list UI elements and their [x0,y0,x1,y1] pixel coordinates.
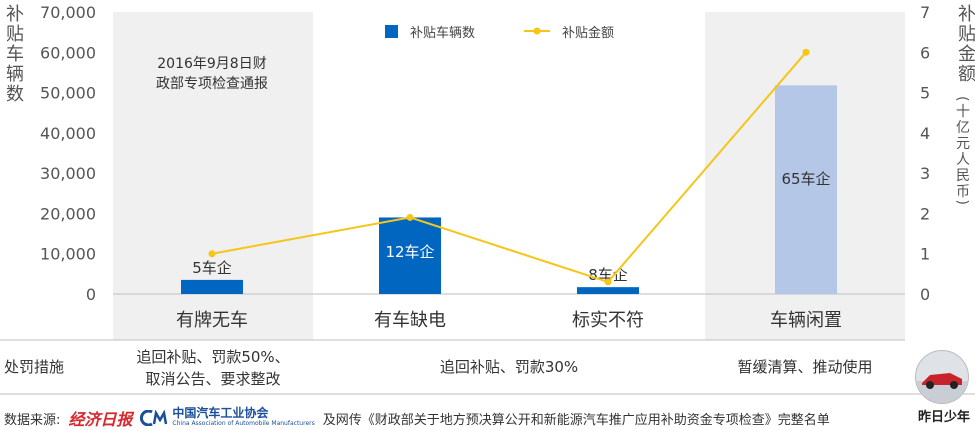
bar [379,217,441,294]
annotation-line-1: 2016年9月8日财 [157,56,266,72]
watermark-text: 昨日少年 [918,410,971,425]
bar [577,287,639,294]
caam-name-en: China Association of Automobile Manufact… [172,419,315,427]
penalty-col1-line2: 取消公告、要求整改 [145,370,281,388]
left-tick-label: 10,000 [40,245,96,264]
right-tick-label: 4 [920,124,930,143]
brand-caam-logo: 中国汽车工业协会 China Association of Automobile… [140,405,315,429]
left-tick-label: 60,000 [40,43,96,62]
line-path [211,51,807,284]
left-tick-label: 50,000 [40,84,96,103]
penalty-col1: 追回补贴、罚款50%、 取消公告、要求整改 [113,346,313,390]
left-tick-label: 30,000 [40,164,96,183]
source-suffix: 及网传《财政部关于地方预决算公开和新能源汽车推广应用补助资金专项检查》完整名单 [322,412,830,428]
bar [181,279,243,294]
left-tick-label: 0 [86,285,96,304]
right-tick-label: 7 [920,3,930,22]
category-label: 有牌无车 [176,310,248,331]
bar-label: 65车企 [781,170,830,188]
caam-icon [140,410,168,426]
line-point [406,213,414,221]
left-tick-label: 70,000 [40,3,96,22]
right-axis-label: 补贴金额 [955,4,975,84]
bar [775,85,837,294]
source-prefix: 数据来源: [4,412,61,428]
right-tick-label: 3 [920,164,930,183]
line-point [604,278,612,286]
legend-line-marker [533,27,541,35]
right-tick-label: 2 [920,204,930,223]
bar-label: 12车企 [385,243,434,261]
penalty-col1-line1: 追回补贴、罚款50%、 [136,348,290,366]
avatar [915,350,969,404]
right-tick-label: 6 [920,43,930,62]
red-car-icon [916,373,968,403]
legend: 补贴车辆数 补贴金额 [385,25,614,41]
category-label: 有车缺电 [374,310,446,331]
line-point [208,250,216,258]
line-series [208,48,810,286]
penalty-col2: 追回补贴、罚款30% [439,358,579,376]
source-line: 数据来源: 经济日报 中国汽车工业协会 China Association of… [4,406,830,430]
category-label: 车辆闲置 [770,310,842,331]
left-axis-ticks: 0 10,000 20,000 30,000 40,000 50,000 60,000 70,… [40,3,96,304]
line-point [802,48,810,56]
legend-bar-label: 补贴车辆数 [410,25,475,41]
right-tick-label: 0 [920,285,930,304]
category-label: 标实不符 [572,310,644,331]
brand-jingji-logo: 经济日报 [68,410,133,429]
right-axis-ticks: 0 1 2 3 4 5 6 7 [920,3,930,304]
category-labels: 有牌无车 有车缺电 标实不符 车辆闲置 [176,310,842,331]
right-axis-unit: (十亿元人民币) [954,96,970,207]
legend-bar-swatch [385,25,398,38]
left-tick-label: 20,000 [40,204,96,223]
caam-name-cn: 中国汽车工业协会 [172,405,269,420]
left-axis-label: 补贴车辆数 [3,4,24,104]
bar-label: 5车企 [192,259,232,277]
right-tick-label: 5 [920,84,930,103]
left-tick-label: 40,000 [40,124,96,143]
annotation-line-2: 政部专项检查通报 [156,76,268,92]
right-tick-label: 1 [920,245,930,264]
penalty-col3: 暂缓清算、推动使用 [737,358,873,376]
legend-line-label: 补贴金额 [562,25,614,41]
penalty-row-label: 处罚措施 [4,358,65,376]
